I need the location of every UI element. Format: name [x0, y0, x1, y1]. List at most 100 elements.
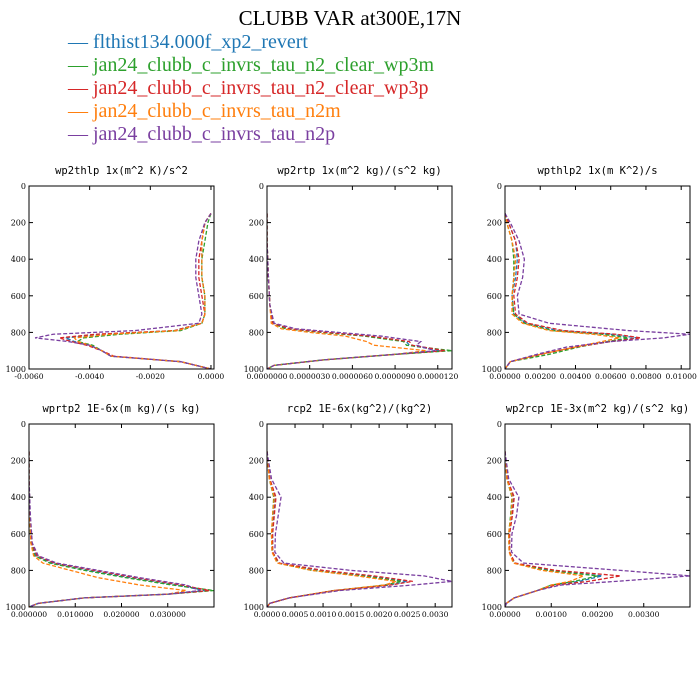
y-tick-label: 1000 [482, 365, 502, 374]
legend-label: jan24_clubb_c_invrs_tau_n2_clear_wp3p [93, 77, 429, 99]
y-tick-label: 800 [11, 328, 26, 337]
x-tick-label: 0.030000 [150, 610, 186, 619]
legend-entry: — flthist134.000f_xp2_revert [68, 31, 434, 54]
y-tick-label: 200 [11, 457, 26, 466]
x-tick-label: 0.0000090 [375, 372, 416, 381]
y-tick-label: 400 [249, 255, 264, 264]
series-line [267, 451, 408, 607]
y-tick-label: 800 [249, 328, 264, 337]
y-tick-label: 1000 [6, 365, 26, 374]
x-tick-label: 0.00200 [525, 372, 557, 381]
series-line [75, 213, 212, 369]
x-tick-label: 0.00000 [489, 372, 521, 381]
x-tick-label: 0.00100 [536, 610, 568, 619]
chart-panel: wp2rtp 1x(m^2 kg)/(s^2 kg) 0 200 400 600 800 1… [244, 165, 459, 381]
legend: — flthist134.000f_xp2_revert — jan24_clu… [68, 31, 434, 146]
series-line [267, 213, 436, 369]
legend-entry: — jan24_clubb_c_invrs_tau_n2_clear_wp3p [68, 77, 434, 100]
series-line [29, 451, 214, 607]
x-tick-label: 0.0015 [338, 610, 365, 619]
series-line [59, 213, 212, 369]
figure-title: CLUBB VAR at300E,17N [238, 6, 462, 30]
series-line [505, 213, 690, 369]
x-tick-label: 0.0020 [366, 610, 393, 619]
y-tick-label: 800 [11, 566, 26, 575]
x-tick-label: 0.0005 [282, 610, 309, 619]
y-tick-label: 1000 [482, 603, 502, 612]
y-tick-label: 400 [11, 493, 26, 502]
legend-label: jan24_clubb_c_invrs_tau_n2p [93, 123, 336, 145]
chart-panel: wprtp2 1E-6x(m kg)/(s kg) 0 200 400 600 800 10… [6, 403, 215, 619]
y-tick-label: 0 [21, 420, 26, 429]
chart-panel: rcp2 1E-6x(kg^2)/(kg^2) 0 200 400 600 800 1000… [244, 403, 453, 619]
series-line [267, 451, 413, 607]
series-line [267, 451, 402, 607]
x-tick-label: 0.000000 [11, 610, 47, 619]
x-tick-label: -0.0020 [136, 372, 165, 381]
y-tick-label: 600 [11, 530, 26, 539]
chart-panel: wp2rcp 1E-3x(m^2 kg)/(s^2 kg) 0 200 400 600 8… [482, 403, 691, 619]
series-line [505, 451, 690, 607]
plot-frame [28, 423, 215, 608]
y-tick-label: 0 [497, 182, 502, 191]
y-tick-label: 0 [259, 420, 264, 429]
x-tick-label: 0.0000030 [289, 372, 330, 381]
legend-entry: — jan24_clubb_c_invrs_tau_n2m [68, 100, 434, 123]
panel-title: rcp2 1E-6x(kg^2)/(kg^2) [287, 403, 432, 415]
y-tick-label: 400 [249, 493, 264, 502]
legend-entry: — jan24_clubb_c_invrs_tau_n2p [68, 123, 434, 146]
panel-title: wp2thlp 1x(m^2 K)/s^2 [55, 165, 188, 177]
panel-title: wp2rcp 1E-3x(m^2 kg)/(s^2 kg) [506, 403, 689, 415]
series-line [505, 213, 629, 369]
series-line [267, 213, 452, 369]
panel-title: wprtp2 1E-6x(m kg)/(s kg) [42, 403, 200, 415]
y-tick-label: 400 [487, 255, 502, 264]
panel-title: wp2rtp 1x(m^2 kg)/(s^2 kg) [277, 165, 441, 177]
series-line [267, 451, 397, 607]
y-tick-label: 1000 [244, 603, 264, 612]
x-tick-label: 0.00400 [560, 372, 592, 381]
y-tick-label: 600 [487, 530, 502, 539]
series-line [505, 451, 598, 607]
series-line [29, 451, 201, 607]
x-tick-label: 0.0000000 [246, 372, 287, 381]
x-tick-label: 0.0000060 [332, 372, 373, 381]
legend-swatch: — [68, 123, 93, 145]
y-tick-label: 0 [21, 182, 26, 191]
x-tick-label: 0.0000120 [417, 372, 458, 381]
series-line [267, 213, 427, 369]
y-tick-label: 600 [11, 292, 26, 301]
x-tick-label: 0.00800 [630, 372, 662, 381]
legend-label: jan24_clubb_c_invrs_tau_n2m [93, 100, 341, 122]
legend-entry: — jan24_clubb_c_invrs_tau_n2_clear_wp3m [68, 54, 434, 77]
y-tick-label: 1000 [244, 365, 264, 374]
series-line [505, 213, 638, 369]
y-tick-label: 800 [249, 566, 264, 575]
x-tick-label: 0.0025 [394, 610, 421, 619]
y-tick-label: 200 [11, 219, 26, 228]
y-tick-label: 1000 [6, 603, 26, 612]
y-tick-label: 200 [249, 457, 264, 466]
series-line [267, 451, 452, 607]
plot-frame [504, 185, 691, 370]
y-tick-label: 200 [487, 457, 502, 466]
y-tick-label: 200 [249, 219, 264, 228]
y-tick-label: 0 [497, 420, 502, 429]
series-line [73, 213, 212, 369]
x-tick-label: 0.0010 [310, 610, 337, 619]
x-tick-label: 0.0030 [422, 610, 449, 619]
x-tick-label: 0.020000 [103, 610, 139, 619]
series-line [29, 451, 210, 607]
y-tick-label: 400 [487, 493, 502, 502]
legend-swatch: — [68, 54, 93, 76]
plot-frame [266, 423, 453, 608]
legend-swatch: — [68, 31, 93, 53]
x-tick-label: 0.00600 [595, 372, 627, 381]
legend-swatch: — [68, 77, 93, 99]
y-tick-label: 800 [487, 328, 502, 337]
series-line [505, 213, 620, 369]
x-tick-label: 0.00000 [489, 610, 521, 619]
series-line [34, 213, 212, 369]
legend-swatch: — [68, 100, 93, 122]
